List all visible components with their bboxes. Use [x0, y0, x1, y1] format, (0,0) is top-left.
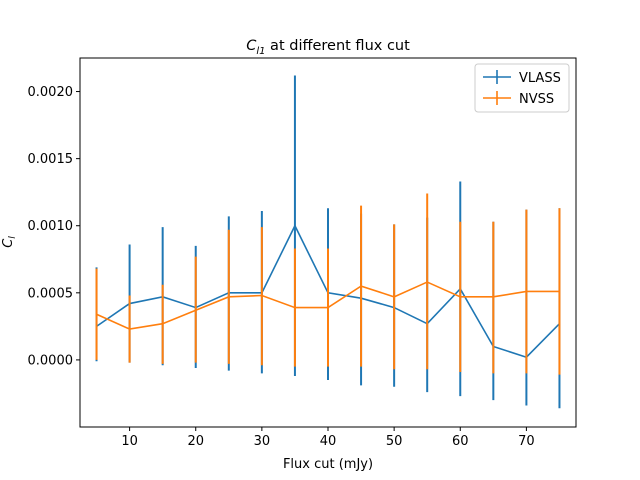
ylabel-main: C [1, 238, 16, 248]
x-tick-label: 50 [386, 434, 403, 449]
y-tick-label: 0.0000 [28, 353, 74, 368]
y-tick-label: 0.0015 [28, 152, 74, 167]
legend-label-vlass: VLASS [519, 71, 561, 86]
y-tick-label: 0.0020 [28, 85, 74, 100]
series-nvss [95, 193, 561, 375]
x-tick-label: 70 [518, 434, 535, 449]
plot-area [95, 75, 561, 409]
ylabel-sub: l [8, 236, 18, 239]
legend: VLASS NVSS [474, 63, 570, 113]
y-tick-label: 0.0005 [28, 286, 74, 301]
nvss-line [96, 281, 560, 330]
x-tick-label: 60 [452, 434, 469, 449]
legend-label-nvss: NVSS [519, 92, 554, 107]
x-tick-label: 40 [320, 434, 337, 449]
legend-box [474, 63, 570, 113]
title-sub: l1 [256, 46, 265, 57]
y-axis-label: Cl [1, 236, 18, 248]
x-axis-label: Flux cut (mJy) [283, 457, 373, 472]
chart-title: Cl1 at different flux cut [246, 38, 410, 57]
title-rest: at different flux cut [265, 38, 410, 54]
axes-frame [79, 57, 577, 428]
y-tick-label: 0.0010 [28, 219, 74, 234]
x-axis: 10 20 30 40 50 60 70 [121, 427, 535, 449]
title-main: C [246, 38, 257, 54]
x-tick-label: 20 [187, 434, 204, 449]
y-axis: 0.0000 0.0005 0.0010 0.0015 0.0020 [28, 85, 80, 368]
x-tick-label: 10 [121, 434, 138, 449]
x-tick-label: 30 [254, 434, 271, 449]
